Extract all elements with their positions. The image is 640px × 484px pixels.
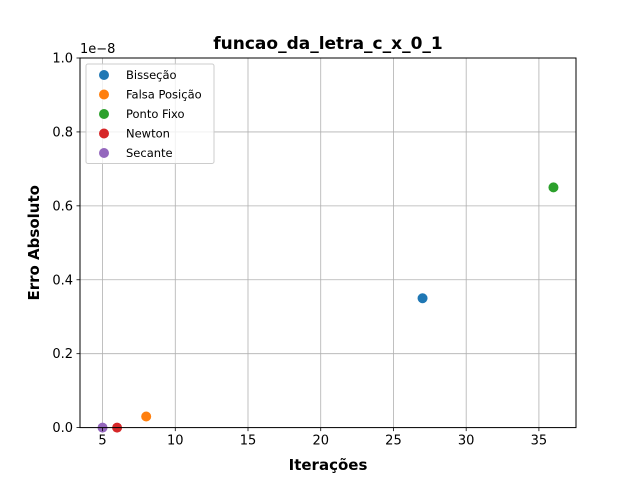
legend-marker	[99, 89, 109, 100]
y-tick-label: 0.2	[52, 347, 73, 362]
legend-label: Secante	[126, 146, 173, 160]
chart-title: funcao_da_letra_c_x_0_1	[213, 34, 443, 54]
y-tick-label: 0.4	[52, 273, 73, 288]
x-tick-label: 25	[385, 434, 402, 449]
legend-label: Bisseção	[126, 68, 177, 82]
data-point	[548, 182, 559, 193]
legend-box	[85, 63, 215, 164]
data-point	[141, 411, 152, 422]
x-tick-label: 35	[531, 434, 548, 449]
x-tick-label: 10	[167, 434, 184, 449]
legend-marker	[99, 148, 109, 158]
axis-ticks: 5 10 15 20 25 30 35 0.0 0.2 0.4 0.6 0.8 1.0	[52, 52, 547, 449]
y-scale-multiplier: 1e−8	[80, 42, 115, 57]
y-tick-label: 0.8	[52, 125, 73, 140]
y-tick-label: 0.0	[52, 421, 73, 436]
legend-marker	[99, 109, 109, 119]
x-tick-label: 5	[98, 434, 106, 449]
plot-frame	[79, 57, 577, 429]
legend-label: Ponto Fixo	[126, 107, 185, 121]
legend-marker	[99, 70, 109, 80]
y-axis-label: Erro Absoluto	[25, 185, 43, 300]
x-axis-label: Iterações	[289, 456, 368, 474]
legend: Bisseção Falsa Posição Ponto Fixo Newton Sec…	[85, 63, 215, 164]
x-tick-label: 15	[240, 434, 257, 449]
data-point	[417, 293, 428, 304]
y-tick-label: 0.6	[52, 199, 73, 214]
legend-marker	[99, 128, 109, 139]
x-tick-label: 20	[312, 434, 329, 449]
y-tick-label: 1.0	[52, 52, 73, 67]
legend-label: Falsa Posição	[126, 88, 202, 102]
x-tick-label: 30	[458, 434, 475, 449]
legend-label: Newton	[126, 127, 170, 141]
